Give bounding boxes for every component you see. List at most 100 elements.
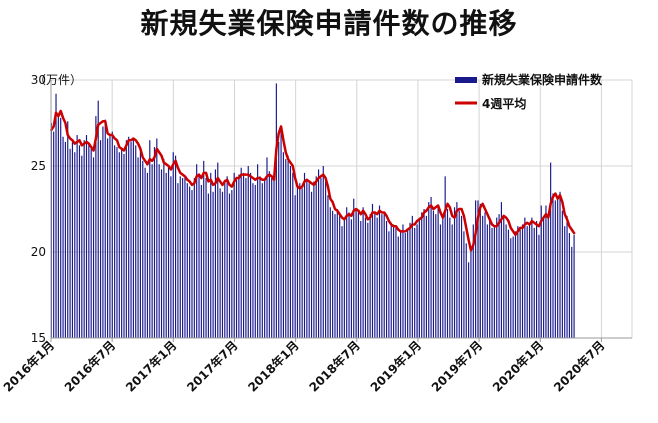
bar: [273, 179, 275, 338]
bar: [317, 169, 320, 338]
bar: [217, 162, 219, 338]
x-tick-label: 2019年7月: [428, 338, 485, 395]
bar: [411, 215, 413, 338]
bar: [264, 179, 266, 338]
bar: [414, 227, 416, 338]
bar: [67, 121, 69, 338]
bar: [90, 148, 92, 338]
bar: [390, 222, 392, 338]
bar: [378, 205, 381, 338]
bar: [207, 193, 209, 338]
x-tick-label: 2020年7月: [550, 338, 607, 395]
bar: [92, 157, 95, 338]
bar: [545, 205, 547, 338]
bar: [137, 157, 139, 338]
y-tick-label: 30: [31, 73, 46, 87]
bar: [472, 224, 474, 338]
bar: [88, 143, 90, 338]
bar: [325, 181, 327, 338]
bar: [557, 196, 559, 338]
bar: [564, 226, 566, 338]
bar: [193, 178, 195, 338]
bar: [287, 155, 289, 338]
bar: [257, 164, 259, 338]
x-tick-label: 2016年1月: [0, 338, 57, 395]
bar: [519, 229, 521, 338]
bar: [282, 152, 284, 338]
bar: [238, 174, 240, 338]
bar: [514, 231, 517, 338]
bar: [76, 135, 78, 338]
bar: [151, 164, 153, 338]
bar: [132, 138, 134, 338]
bar: [449, 217, 451, 338]
bar: [280, 129, 282, 338]
bar: [385, 221, 388, 338]
bar: [118, 152, 120, 338]
bar: [235, 179, 238, 338]
chart-title: 新規失業保険申請件数の推移: [140, 7, 518, 40]
bar: [493, 226, 495, 338]
bar: [259, 176, 261, 338]
bar: [135, 145, 137, 338]
bar: [160, 169, 163, 338]
bar: [107, 138, 109, 338]
bar: [228, 193, 231, 338]
bar: [205, 178, 207, 338]
bar: [374, 212, 376, 338]
bar: [442, 217, 444, 338]
bar: [430, 196, 432, 338]
bar: [517, 226, 519, 338]
bar: [453, 207, 456, 338]
bar: [332, 210, 334, 338]
bar: [376, 217, 378, 338]
bar: [99, 140, 102, 338]
bar: [371, 203, 374, 338]
bar: [505, 224, 507, 338]
bar: [533, 227, 535, 338]
bar: [299, 183, 301, 338]
bar: [95, 116, 97, 339]
bar: [165, 172, 167, 338]
bar: [554, 200, 556, 338]
bar: [191, 190, 193, 338]
line-layer: [50, 109, 576, 252]
bar: [57, 114, 59, 339]
bar: [552, 193, 554, 338]
bar: [179, 176, 181, 338]
bar: [432, 210, 435, 338]
bar: [163, 159, 165, 338]
bar: [507, 229, 510, 338]
bar: [383, 212, 385, 338]
bar: [341, 226, 343, 338]
bar: [102, 126, 104, 338]
bar: [400, 231, 402, 338]
bar: [336, 209, 338, 338]
bar: [313, 181, 315, 338]
x-tick-label: 2016年7月: [61, 338, 118, 395]
bar: [170, 176, 172, 338]
bar: [475, 200, 477, 338]
bar: [261, 183, 263, 338]
bar: [78, 145, 81, 338]
bar: [198, 176, 200, 338]
bar: [250, 172, 252, 338]
x-tick-label: 2017年1月: [122, 338, 179, 395]
bar: [402, 224, 404, 338]
bar: [446, 209, 449, 338]
bar: [116, 147, 118, 338]
bar: [177, 183, 179, 338]
bar: [503, 217, 505, 338]
bar: [289, 166, 292, 338]
bar: [109, 135, 111, 338]
bar: [221, 191, 224, 338]
bar: [479, 203, 481, 338]
bar: [114, 145, 116, 338]
bar: [254, 184, 256, 338]
bar: [327, 195, 329, 338]
bar: [381, 214, 383, 338]
bar: [83, 140, 85, 338]
bar: [214, 169, 217, 338]
bar: [543, 215, 545, 338]
bar: [425, 215, 427, 338]
